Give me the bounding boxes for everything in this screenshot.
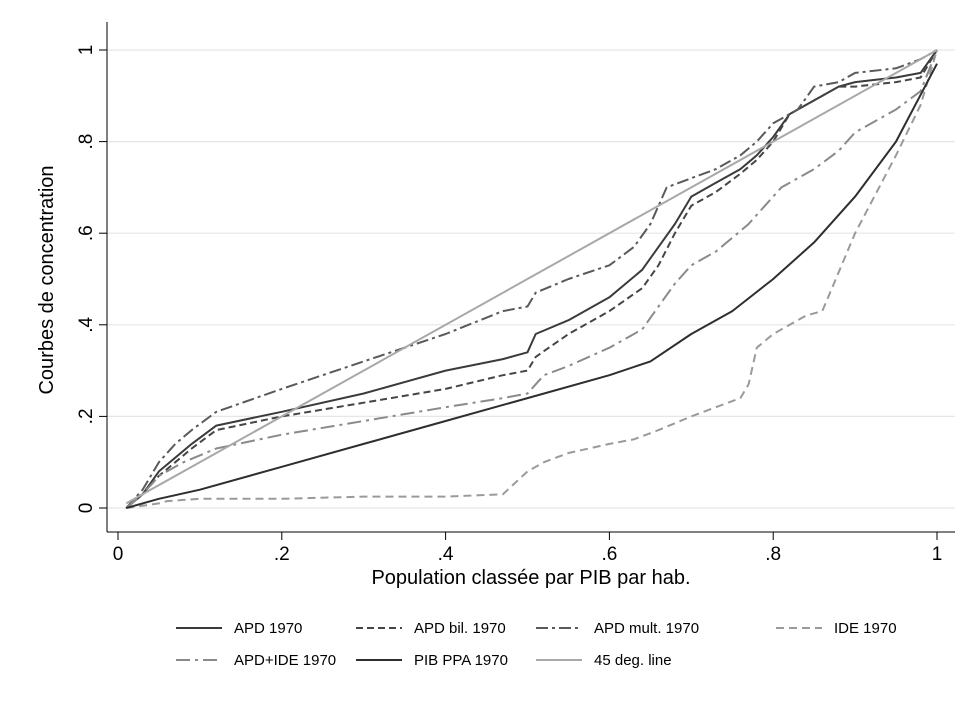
x-tick-label: 1 bbox=[932, 544, 943, 565]
x-tick-label: .8 bbox=[765, 544, 781, 565]
x-tick-label: .6 bbox=[601, 544, 617, 565]
x-tick-label: .2 bbox=[274, 544, 290, 565]
series-line bbox=[125, 49, 938, 509]
legend-label: APD mult. 1970 bbox=[594, 620, 699, 637]
legend-label: IDE 1970 bbox=[834, 620, 897, 637]
gridlines bbox=[107, 49, 955, 509]
y-tick-label: 1 bbox=[76, 45, 97, 56]
series-line bbox=[126, 49, 938, 509]
legend-label: APD bil. 1970 bbox=[414, 620, 506, 637]
y-tick-label: 0 bbox=[76, 503, 97, 514]
legend-label: 45 deg. line bbox=[594, 652, 672, 669]
series-line bbox=[125, 49, 938, 509]
x-ticks: 0 .2 .4 .6 .8 1 bbox=[113, 532, 943, 565]
y-tick-label: .2 bbox=[76, 408, 97, 424]
series-lines bbox=[125, 49, 938, 509]
x-axis-title: Population classée par PIB par hab. bbox=[371, 567, 690, 589]
legend: APD 1970 APD bil. 1970 APD mult. 1970 IDE 1… bbox=[176, 620, 897, 669]
y-tick-label: .4 bbox=[76, 316, 97, 332]
series-line bbox=[125, 63, 938, 509]
y-ticks: 0 .2 .4 .6 .8 1 bbox=[76, 45, 107, 514]
x-tick-label: .4 bbox=[438, 544, 454, 565]
series-line bbox=[125, 49, 938, 509]
y-tick-label: .8 bbox=[76, 134, 97, 150]
legend-label: APD 1970 bbox=[234, 620, 302, 637]
y-axis-title: Courbes de concentration bbox=[36, 165, 58, 394]
series-line bbox=[125, 49, 938, 505]
legend-label: PIB PPA 1970 bbox=[414, 652, 508, 669]
y-tick-label: .6 bbox=[76, 225, 97, 241]
x-tick-label: 0 bbox=[113, 544, 124, 565]
legend-label: APD+IDE 1970 bbox=[234, 652, 336, 669]
